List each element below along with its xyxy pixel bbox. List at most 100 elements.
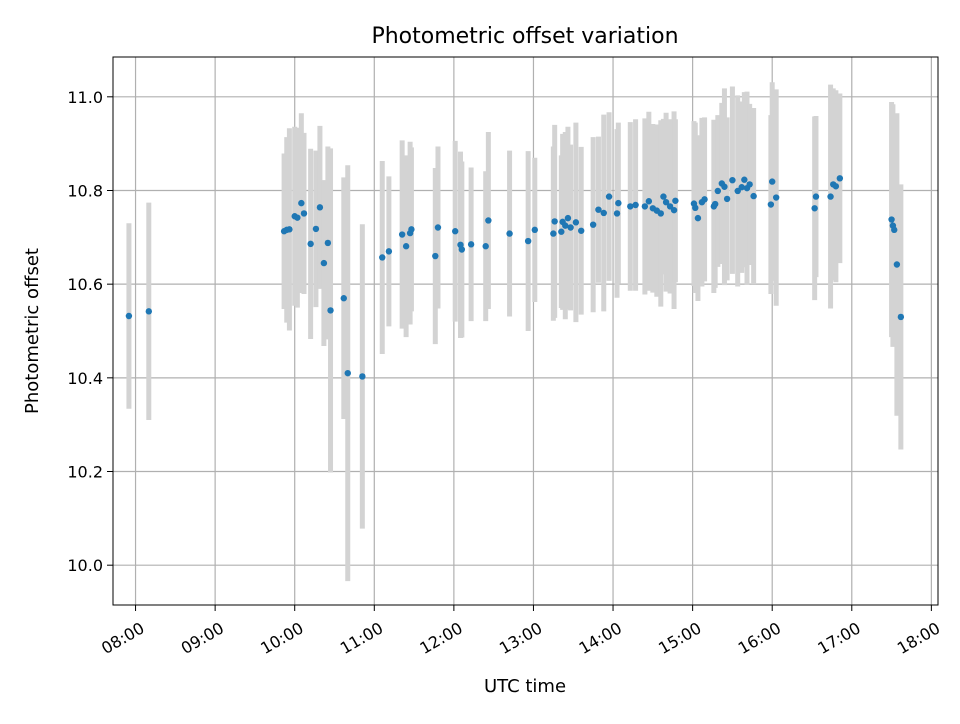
data-point bbox=[741, 176, 748, 183]
data-point bbox=[298, 199, 305, 207]
data-point bbox=[578, 227, 585, 234]
data-point bbox=[398, 231, 406, 238]
data-point bbox=[340, 295, 347, 302]
x-tick-label: 10:00 bbox=[257, 618, 306, 658]
data-point bbox=[408, 226, 415, 233]
data-point bbox=[723, 195, 731, 203]
data-point bbox=[888, 216, 895, 223]
y-tick-label: 10.8 bbox=[67, 181, 103, 200]
data-point bbox=[434, 224, 442, 231]
data-point bbox=[458, 246, 466, 253]
x-tick-label: 13:00 bbox=[496, 618, 545, 658]
data-point bbox=[632, 201, 639, 209]
x-tick-label: 11:00 bbox=[337, 618, 386, 658]
data-point bbox=[524, 237, 532, 245]
data-point bbox=[307, 240, 314, 248]
data-point bbox=[767, 201, 775, 208]
data-point bbox=[452, 228, 459, 235]
tick-layer: 08:00 09:00 10:00 11:00 12:00 13:00 14:00 15:00… bbox=[67, 88, 943, 658]
x-tick-label: 14:00 bbox=[576, 618, 625, 658]
data-point bbox=[645, 198, 653, 205]
data-point bbox=[385, 248, 393, 255]
data-point bbox=[567, 224, 574, 231]
chart-title: Photometric offset variation bbox=[371, 24, 678, 49]
data-point bbox=[827, 193, 834, 200]
data-point bbox=[300, 210, 308, 217]
data-point bbox=[327, 307, 334, 314]
data-point bbox=[551, 218, 558, 225]
data-point bbox=[694, 214, 702, 222]
data-point bbox=[589, 221, 597, 228]
data-point bbox=[836, 175, 844, 182]
data-point bbox=[402, 243, 410, 250]
data-point bbox=[286, 226, 293, 233]
data-point bbox=[701, 196, 708, 203]
data-point bbox=[746, 181, 753, 188]
data-point bbox=[595, 206, 602, 213]
y-tick-label: 10.6 bbox=[67, 275, 103, 294]
y-tick-label: 10.0 bbox=[67, 556, 103, 575]
data-point bbox=[769, 178, 776, 185]
data-point bbox=[145, 308, 153, 315]
data-point bbox=[891, 226, 898, 234]
data-point bbox=[506, 230, 513, 237]
y-axis-label: Photometric offset bbox=[22, 248, 43, 414]
data-point bbox=[485, 217, 492, 224]
data-point bbox=[564, 214, 572, 222]
data-point bbox=[312, 225, 320, 233]
data-point bbox=[893, 261, 901, 268]
data-point bbox=[600, 209, 607, 217]
data-point bbox=[738, 184, 745, 191]
x-tick-label: 08:00 bbox=[98, 618, 147, 658]
data-point bbox=[627, 203, 634, 210]
x-tick-label: 18:00 bbox=[894, 618, 943, 658]
data-point bbox=[721, 183, 728, 190]
data-point bbox=[467, 241, 475, 248]
data-point bbox=[125, 312, 133, 320]
x-tick-label: 15:00 bbox=[655, 618, 704, 658]
x-tick-label: 09:00 bbox=[178, 618, 227, 658]
data-point bbox=[772, 194, 780, 201]
data-point bbox=[605, 193, 613, 200]
data-point bbox=[812, 193, 820, 200]
y-tick-label: 10.2 bbox=[67, 463, 103, 482]
data-point bbox=[613, 210, 621, 217]
data-point bbox=[320, 259, 328, 267]
data-point bbox=[294, 214, 301, 221]
x-tick-label: 12:00 bbox=[416, 618, 465, 658]
data-point bbox=[482, 243, 489, 250]
point-layer bbox=[125, 175, 905, 380]
data-point bbox=[641, 203, 649, 210]
data-point bbox=[832, 183, 840, 190]
data-point bbox=[660, 193, 667, 200]
data-point bbox=[670, 206, 678, 214]
data-point bbox=[692, 204, 699, 212]
data-point bbox=[662, 198, 670, 206]
data-point bbox=[432, 252, 439, 260]
data-point bbox=[615, 199, 622, 207]
data-point bbox=[531, 226, 538, 234]
data-point bbox=[344, 369, 351, 377]
data-point bbox=[550, 230, 557, 237]
data-point bbox=[572, 219, 580, 226]
data-point bbox=[729, 176, 736, 184]
data-point bbox=[897, 313, 905, 321]
axes-frame bbox=[112, 56, 939, 606]
data-point bbox=[359, 373, 366, 380]
y-tick-label: 10.4 bbox=[67, 369, 103, 388]
data-point bbox=[379, 254, 386, 261]
data-point bbox=[562, 222, 569, 229]
data-point bbox=[666, 203, 674, 210]
x-axis-label: UTC time bbox=[484, 676, 566, 697]
data-point bbox=[324, 239, 332, 247]
data-point bbox=[811, 205, 818, 212]
data-point bbox=[714, 187, 722, 195]
data-point bbox=[711, 200, 719, 208]
data-point bbox=[316, 204, 324, 211]
data-point bbox=[657, 210, 664, 217]
data-point bbox=[558, 228, 565, 235]
data-point bbox=[734, 187, 741, 195]
errorbar-layer bbox=[126, 82, 904, 582]
